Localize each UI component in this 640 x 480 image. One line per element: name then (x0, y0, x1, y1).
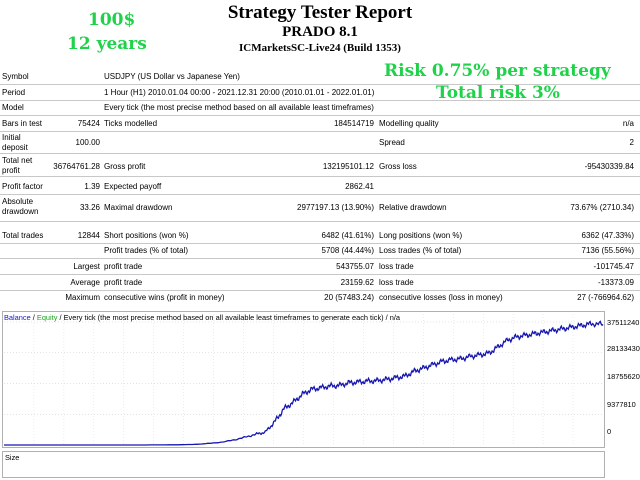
expected-payoff-label: Expected payoff (104, 182, 162, 191)
legend-sep: / (30, 313, 37, 322)
expected-payoff-value: 2862.41 (345, 182, 374, 191)
server-build: ICMarketsSC-Live24 (Build 1353) (239, 42, 401, 54)
ticks-label: Ticks modelled (104, 119, 158, 128)
average-loss-label: loss trade (379, 278, 414, 287)
maximum-label: Maximum (65, 293, 100, 302)
report-title: Strategy Tester Report (227, 2, 413, 23)
risk-per-strategy-annotation: Risk 0.75% per strategy (384, 61, 611, 81)
model-label: Model (2, 103, 24, 112)
average-profit-label: profit trade (104, 278, 143, 287)
short-label: Short positions (won %) (104, 231, 189, 240)
rel-dd-label: Relative drawdown (379, 203, 447, 212)
model-value: Every tick (the most precise method base… (104, 103, 374, 112)
max-cons-wins-label: consecutive wins (profit in money) (104, 293, 225, 302)
largest-loss-label: loss trade (379, 262, 414, 271)
rel-dd-value: 73.67% (2710.34) (570, 203, 634, 212)
profit-trades-value: 5708 (44.44%) (321, 246, 374, 255)
quality-value: n/a (622, 119, 634, 128)
largest-label: Largest (73, 262, 100, 271)
abs-dd-value: 33.26 (79, 203, 100, 212)
max-cons-losses-label: consecutive losses (loss in money) (379, 293, 503, 302)
gross-profit-value: 132195101.12 (322, 162, 374, 171)
period-label: Period (2, 88, 26, 97)
deposit-value: 100.00 (75, 138, 100, 147)
size-label: Size (5, 453, 20, 462)
bars-value: 75424 (77, 119, 100, 128)
profit-trades-label: Profit trades (% of total) (104, 246, 189, 255)
deposit-annotation: 100$ (88, 10, 136, 30)
symbol-label: Symbol (2, 72, 29, 81)
gross-profit-label: Gross profit (104, 162, 146, 171)
long-value: 6362 (47.33%) (581, 231, 634, 240)
short-value: 6482 (41.61%) (321, 231, 374, 240)
loss-trades-value: 7136 (55.56%) (581, 246, 634, 255)
symbol-value: USDJPY (US Dollar vs Japanese Yen) (104, 72, 240, 81)
period-value: 1 Hour (H1) 2010.01.04 00:00 - 2021.12.3… (104, 88, 375, 97)
spread-label: Spread (379, 138, 405, 147)
max-cons-wins-value: 20 (57483.24) (324, 293, 374, 302)
deposit-label: Initial deposit (2, 133, 28, 152)
y-tick-label: 28133430 (607, 344, 640, 353)
largest-loss-value: -101745.47 (593, 262, 634, 271)
average-label: Average (70, 278, 100, 287)
max-dd-label: Maximal drawdown (104, 203, 173, 212)
y-tick-label: 37511240 (607, 318, 640, 327)
largest-profit-value: 543755.07 (336, 262, 374, 271)
legend-balance: Balance (4, 313, 31, 322)
average-profit-value: 23159.62 (340, 278, 374, 287)
bars-label: Bars in test (2, 119, 43, 128)
legend-equity: Equity (36, 313, 58, 322)
spread-value: 2 (629, 138, 634, 147)
max-cons-losses-value: 27 (-766964.62) (577, 293, 634, 302)
chart-legend: Balance / Equity / Every tick (the most … (4, 313, 400, 322)
gross-loss-value: -95430339.84 (584, 162, 634, 171)
total-trades-value: 12844 (77, 231, 100, 240)
y-tick-label: 0 (607, 427, 612, 436)
long-label: Long positions (won %) (379, 231, 463, 240)
quality-label: Modelling quality (379, 119, 439, 128)
average-loss-value: -13373.09 (597, 278, 634, 287)
profit-factor-label: Profit factor (2, 182, 43, 191)
years-annotation: 12 years (67, 34, 147, 54)
profit-factor-value: 1.39 (84, 182, 100, 191)
balance-series-line (4, 320, 604, 446)
net-profit-label: Total net profit (2, 156, 33, 175)
largest-profit-label: profit trade (104, 262, 143, 271)
y-tick-label: 9377810 (607, 400, 636, 409)
gross-loss-label: Gross loss (379, 162, 417, 171)
legend-description: / Every tick (the most precise method ba… (57, 313, 401, 322)
strategy-name: PRADO 8.1 (282, 24, 358, 40)
total-trades-label: Total trades (2, 231, 44, 240)
max-dd-value: 2977197.13 (13.90%) (297, 203, 374, 212)
abs-dd-label: Absolute drawdown (2, 197, 39, 216)
loss-trades-label: Loss trades (% of total) (379, 246, 462, 255)
total-risk-annotation: Total risk 3% (436, 83, 560, 103)
y-tick-label: 18755620 (607, 372, 640, 381)
net-profit-value: 36764761.28 (53, 162, 100, 171)
size-chart (2, 451, 605, 478)
ticks-value: 184514719 (333, 119, 374, 128)
